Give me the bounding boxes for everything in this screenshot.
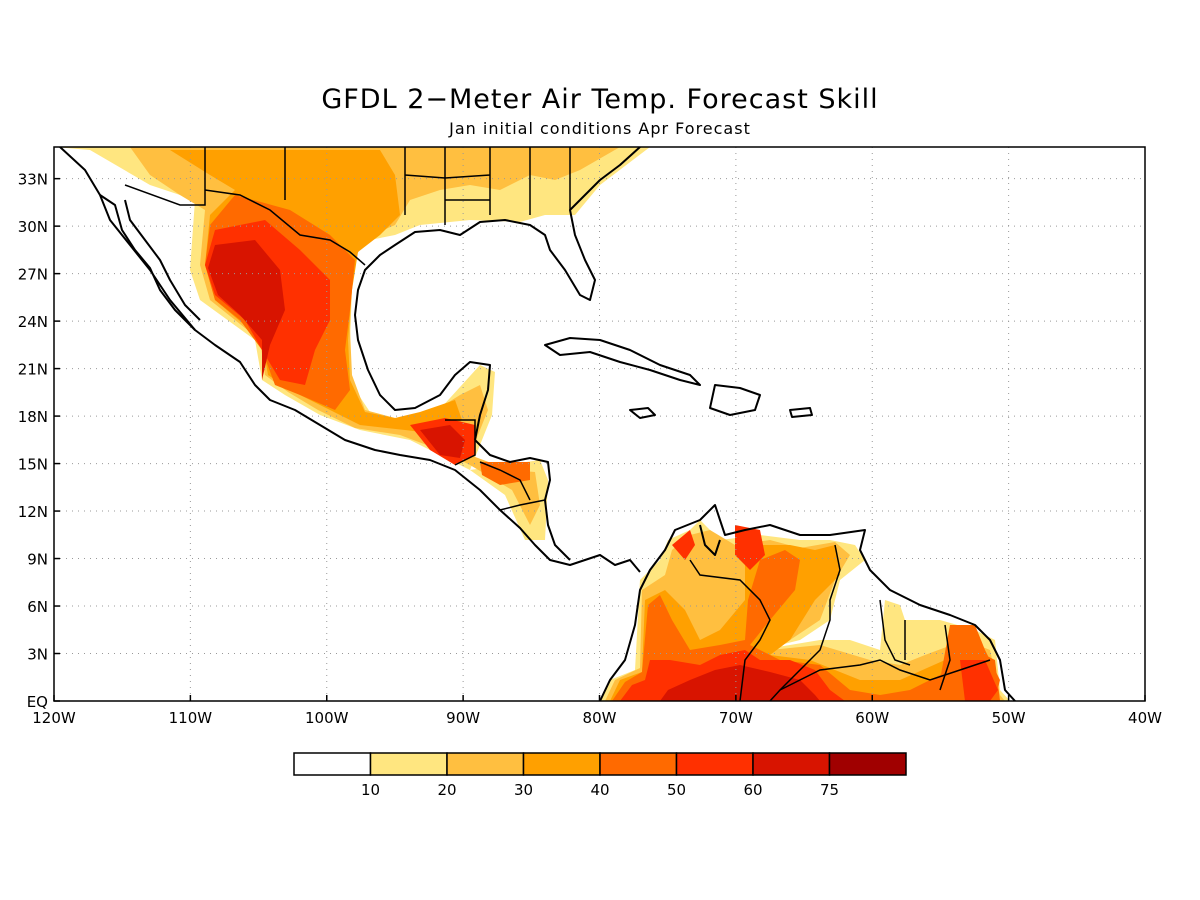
x-tick-label: 60W xyxy=(855,709,889,727)
coast-baja xyxy=(99,194,201,331)
y-tick-label: 30N xyxy=(18,218,48,236)
y-tick-label: 33N xyxy=(18,171,48,189)
y-tick-label: 21N xyxy=(18,361,48,379)
x-tick-label: 40W xyxy=(1128,709,1162,727)
y-tick-label: 15N xyxy=(18,456,48,474)
border-brazil xyxy=(779,659,991,691)
colorbar-swatch xyxy=(522,752,601,776)
x-tick-label: 90W xyxy=(446,709,480,727)
colorbar-label: 10 xyxy=(361,781,380,799)
shade-mexico-red3 xyxy=(208,240,285,380)
x-tick-label: 120W xyxy=(32,709,76,727)
x-tick-label: 110W xyxy=(169,709,213,727)
borders xyxy=(124,147,991,701)
y-tick-label: 9N xyxy=(27,551,48,569)
y-tick-label: 6N xyxy=(27,598,48,616)
coast-south-america-north xyxy=(599,504,1016,701)
coast-jamaica xyxy=(629,407,656,419)
x-tick-label: 80W xyxy=(583,709,617,727)
y-tick-label: 18N xyxy=(18,408,48,426)
colorbar-label: 75 xyxy=(820,781,839,799)
border-central-america xyxy=(479,461,546,511)
colorbar: 10 20 30 40 50 60 75 xyxy=(293,752,907,799)
x-axis: 120W 110W 100W 90W 80W 70W 60W 50W 40W xyxy=(32,695,1162,727)
coast-caribbean-central-america xyxy=(474,439,571,561)
chart-title: GFDL 2−Meter Air Temp. Forecast Skill xyxy=(321,84,879,115)
colorbar-swatch xyxy=(293,752,372,776)
colorbar-swatch xyxy=(369,752,448,776)
shade-colombia-north-red xyxy=(672,530,695,560)
shade-guatemala-red xyxy=(420,425,465,458)
colorbar-swatch xyxy=(752,752,831,776)
y-axis: EQ 3N 6N 9N 12N 15N 18N 21N 24N 27N 30N 33N xyxy=(18,171,60,711)
graticule xyxy=(54,147,1145,701)
coast-gulf-of-mexico xyxy=(354,147,641,441)
coast-maracaibo xyxy=(699,524,721,556)
y-tick-label: 24N xyxy=(18,313,48,331)
border-guatemala xyxy=(445,419,476,466)
y-tick-label: 3N xyxy=(27,646,48,664)
coast-puerto-rico xyxy=(789,407,813,418)
colorbar-swatch xyxy=(828,752,907,776)
colorbar-label: 60 xyxy=(743,781,762,799)
x-tick-label: 100W xyxy=(305,709,349,727)
colorbar-label: 40 xyxy=(590,781,609,799)
y-tick-label: 12N xyxy=(18,503,48,521)
border-colombia-venezuela xyxy=(689,559,771,701)
shade-guianas-red2 xyxy=(960,660,998,701)
colorbar-swatch xyxy=(446,752,525,776)
x-tick-label: 50W xyxy=(992,709,1026,727)
border-us-states xyxy=(284,147,571,225)
skill-shading xyxy=(54,147,1010,701)
border-us-mexico xyxy=(124,147,366,266)
colorbar-label: 30 xyxy=(514,781,533,799)
coastlines xyxy=(59,147,1016,701)
coast-pacific-mexico xyxy=(59,147,641,573)
shade-venezuela-red xyxy=(735,525,765,570)
colorbar-label: 20 xyxy=(437,781,456,799)
colorbar-swatch xyxy=(675,752,754,776)
y-tick-label: EQ xyxy=(27,693,48,711)
y-tick-label: 27N xyxy=(18,266,48,284)
colorbar-swatch xyxy=(599,752,678,776)
coast-cuba xyxy=(544,337,701,386)
chart-subtitle: Jan initial conditions Apr Forecast xyxy=(449,119,751,138)
coast-hispaniola xyxy=(709,384,761,416)
border-guyana-suriname xyxy=(879,599,951,691)
colorbar-label: 50 xyxy=(667,781,686,799)
border-venezuela-guyana xyxy=(769,544,841,701)
shade-south-america-red3 xyxy=(660,665,820,701)
x-tick-label: 70W xyxy=(719,709,753,727)
